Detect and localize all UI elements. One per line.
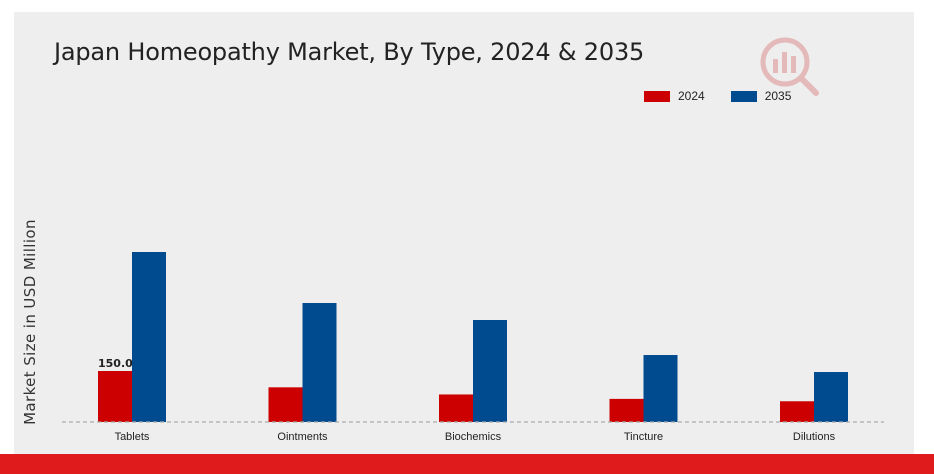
x-tick-label-biochemics: Biochemics	[445, 431, 502, 443]
bar-2024-biochemics	[439, 394, 473, 422]
bar-2024-tincture	[609, 398, 644, 422]
bar-2035-tablets	[132, 252, 166, 422]
chart-title: Japan Homeopathy Market, By Type, 2024 &…	[54, 38, 645, 66]
bar-2024-tablets	[98, 371, 132, 422]
chart-legend: 2024 2035	[644, 89, 817, 103]
legend-item-2024: 2024	[644, 89, 705, 103]
x-tick-label-ointments: Ointments	[277, 431, 328, 443]
legend-item-2035: 2035	[730, 89, 792, 103]
bar-2035-dilutions	[814, 372, 848, 422]
bar-2035-ointments	[302, 303, 337, 422]
legend-label-2024: 2024	[678, 89, 705, 103]
bar-2024-ointments	[268, 387, 303, 422]
x-tick-label-tablets: Tablets	[115, 431, 150, 443]
x-tick-label-tincture: Tincture	[624, 431, 663, 443]
x-tick-label-dilutions: Dilutions	[793, 431, 836, 443]
data-label-2024-tablets: 150.0	[98, 357, 133, 370]
bar-2035-biochemics	[473, 320, 507, 422]
logo-watermark-icon	[758, 35, 820, 97]
bar-2035-tincture	[643, 355, 678, 422]
legend-label-2035: 2035	[764, 89, 792, 103]
legend-swatch-2024	[644, 90, 670, 102]
bar-2024-dilutions	[780, 401, 814, 422]
legend-swatch-2035	[730, 90, 757, 102]
footer-accent-bar	[0, 454, 934, 474]
